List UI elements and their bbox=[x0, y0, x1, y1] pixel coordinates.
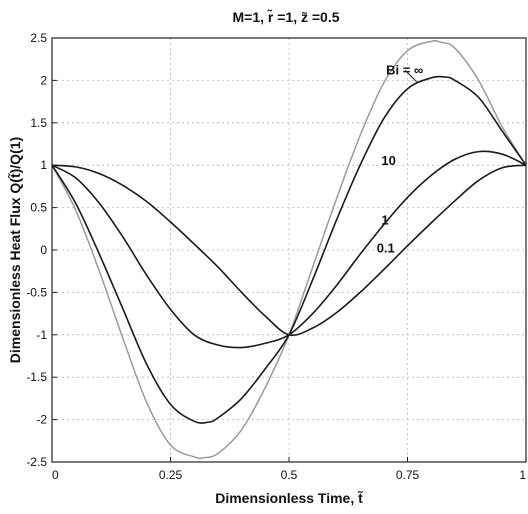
x-axis-label: Dimensionless Time, t̃ bbox=[215, 490, 363, 506]
series-label-bi-0-1: 0.1 bbox=[377, 241, 395, 256]
series-label-bi-infinity: Bi = ∞ bbox=[386, 62, 423, 77]
x-tick-label: 0.75 bbox=[396, 468, 420, 482]
y-tick-label: -1 bbox=[36, 328, 47, 342]
y-tick-label: 2 bbox=[40, 73, 47, 87]
x-tick-label: 0 bbox=[52, 468, 59, 482]
y-tick-label: 1.5 bbox=[30, 116, 47, 130]
series-labels: Bi = ∞ 10 1 0.1 bbox=[377, 62, 424, 255]
y-axis-label: Dimensionless Heat Flux Q(t̃)/Q(1) bbox=[7, 137, 23, 363]
y-tick-label: 1 bbox=[40, 158, 47, 172]
y-tick-label: -2 bbox=[36, 413, 47, 427]
series-lines bbox=[51, 39, 527, 460]
x-tick-label: 0.5 bbox=[281, 468, 298, 482]
series-label-leader bbox=[404, 69, 418, 83]
x-tick-label: 1 bbox=[519, 468, 526, 482]
y-tick-label: -0.5 bbox=[26, 285, 47, 299]
y-tick-label: 2.5 bbox=[30, 31, 47, 45]
series-label-bi-1: 1 bbox=[381, 213, 388, 228]
y-tick-label: 0 bbox=[40, 243, 47, 257]
chart-title: M=1, r̃ =1, z̃ =0.5 bbox=[232, 8, 339, 25]
axis-ticks: 0 0.25 0.5 0.75 1 -2.5 -2 -1.5 -1 -0.5 0 0.5 1 1.5 2 2.… bbox=[26, 31, 527, 482]
x-tick-label: 0.25 bbox=[159, 468, 183, 482]
y-tick-label: 0.5 bbox=[30, 201, 47, 215]
series-label-bi-10: 10 bbox=[381, 153, 395, 168]
y-tick-label: -1.5 bbox=[26, 370, 47, 384]
y-tick-label: -2.5 bbox=[26, 455, 47, 469]
grid bbox=[52, 38, 526, 462]
series-line-bi-0-1 bbox=[51, 164, 527, 337]
